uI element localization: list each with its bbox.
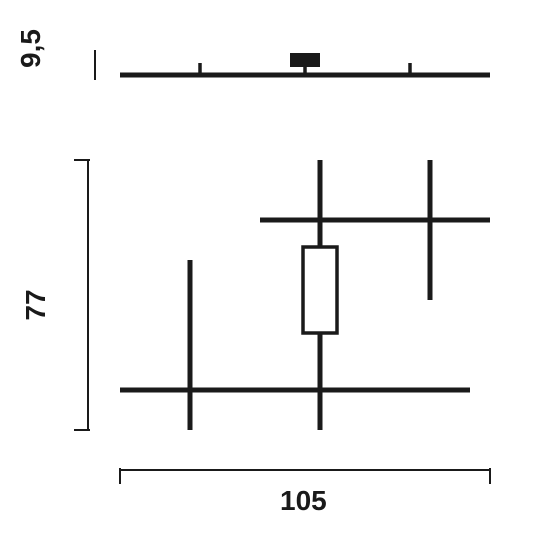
side-mount xyxy=(290,53,320,67)
dim-label-v: 77 xyxy=(20,289,51,320)
dim-label-small: 9,5 xyxy=(15,29,46,68)
center-box xyxy=(303,247,337,333)
dim-label-h: 105 xyxy=(280,485,327,516)
